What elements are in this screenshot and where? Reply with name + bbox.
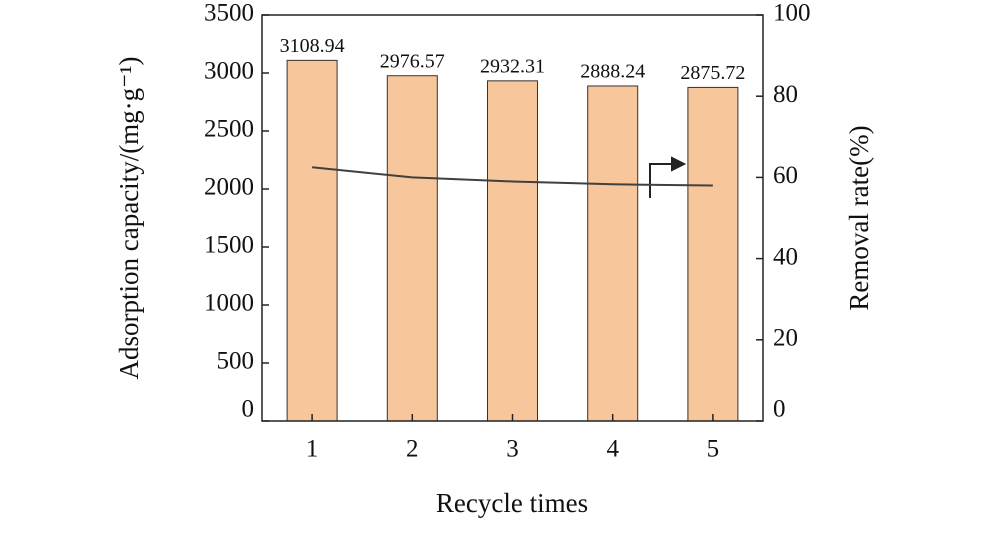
y-tick-label: 500 — [217, 348, 255, 375]
axis-arrow — [649, 156, 687, 198]
bar — [386, 75, 438, 422]
x-tick-label: 2 — [406, 436, 419, 463]
bar-value-label: 2976.57 — [380, 50, 445, 72]
y2-tick-label: 0 — [773, 396, 786, 423]
y2-axis-title: Removal rate(%) — [844, 125, 874, 310]
x-axis-title: Recycle times — [436, 488, 588, 518]
bar-value-label: 2888.24 — [580, 61, 645, 83]
bar-value-label: 2932.31 — [480, 55, 545, 77]
y-tick-label: 3500 — [204, 0, 254, 27]
x-tick-label: 1 — [306, 436, 319, 463]
y-tick-label: 1000 — [204, 290, 254, 317]
y-tick-label: 2500 — [204, 116, 254, 143]
bar — [487, 80, 538, 422]
y-axis-title: Adsorption capacity/(mg·g⁻¹) — [114, 56, 144, 379]
bar — [687, 86, 739, 422]
y2-tick-label: 40 — [773, 243, 798, 270]
bar — [286, 59, 338, 422]
bar-value-label: 2875.72 — [680, 62, 745, 84]
y2-tick-label: 20 — [773, 325, 798, 352]
x-tick-label: 3 — [506, 436, 519, 463]
y-tick-label: 3000 — [204, 58, 254, 85]
y-tick-label: 0 — [242, 396, 255, 423]
y-tick-label: 2000 — [204, 174, 254, 201]
x-tick-label: 4 — [606, 436, 619, 463]
y2-tick-label: 60 — [773, 162, 798, 189]
y-tick-label: 1500 — [204, 232, 254, 259]
y2-tick-label: 100 — [773, 0, 811, 27]
x-tick-label: 5 — [707, 436, 720, 463]
y2-tick-label: 80 — [773, 81, 798, 108]
bar-value-label: 3108.94 — [280, 35, 345, 57]
line — [311, 166, 713, 187]
bar — [587, 85, 639, 422]
